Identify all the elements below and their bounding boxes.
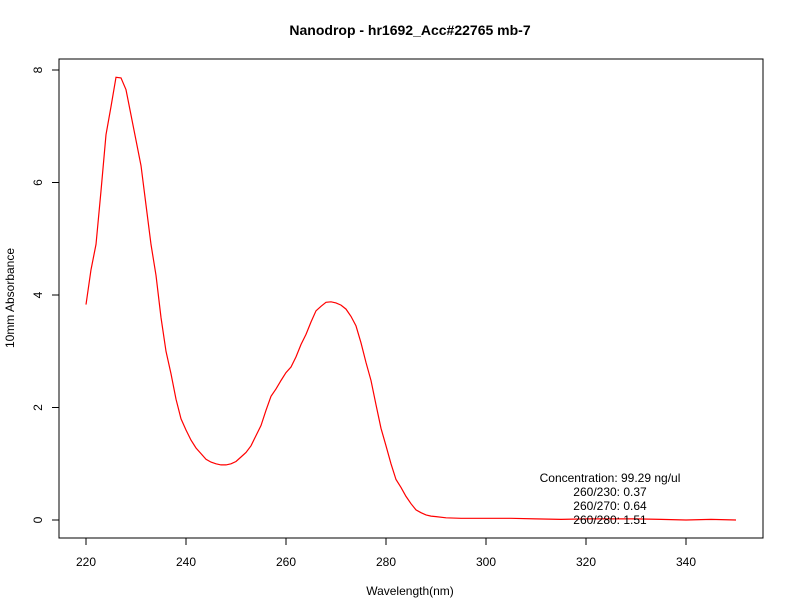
x-tick-label: 240: [176, 555, 196, 569]
x-tick-label: 340: [676, 555, 696, 569]
y-tick-label: 4: [31, 291, 45, 298]
y-tick-label: 8: [31, 66, 45, 73]
x-axis: 220 240 260 280 300 320 340: [76, 537, 696, 569]
x-axis-label: Wavelength(nm): [366, 584, 454, 598]
plot-frame: [58, 58, 764, 539]
y-axis: 0 2 4 6 8: [31, 66, 60, 523]
ratio-260-230-annotation: 260/230: 0.37: [573, 485, 647, 499]
annotations: Concentration: 99.29 ng/ul 260/230: 0.37…: [540, 471, 681, 527]
y-tick-label: 0: [31, 516, 45, 523]
chart-title: Nanodrop - hr1692_Acc#22765 mb-7: [289, 22, 530, 38]
absorbance-line: [85, 76, 737, 521]
series-group: [85, 76, 737, 521]
x-tick-label: 300: [476, 555, 496, 569]
ratio-260-280-annotation: 260/280: 1.51: [573, 513, 647, 527]
y-axis-label: 10mm Absorbance: [3, 248, 17, 348]
x-tick-label: 220: [76, 555, 96, 569]
ratio-260-270-annotation: 260/270: 0.64: [573, 499, 647, 513]
x-tick-label: 280: [376, 555, 396, 569]
x-tick-label: 260: [276, 555, 296, 569]
y-tick-label: 6: [31, 179, 45, 186]
concentration-annotation: Concentration: 99.29 ng/ul: [540, 471, 681, 485]
y-tick-label: 2: [31, 404, 45, 411]
x-tick-label: 320: [576, 555, 596, 569]
